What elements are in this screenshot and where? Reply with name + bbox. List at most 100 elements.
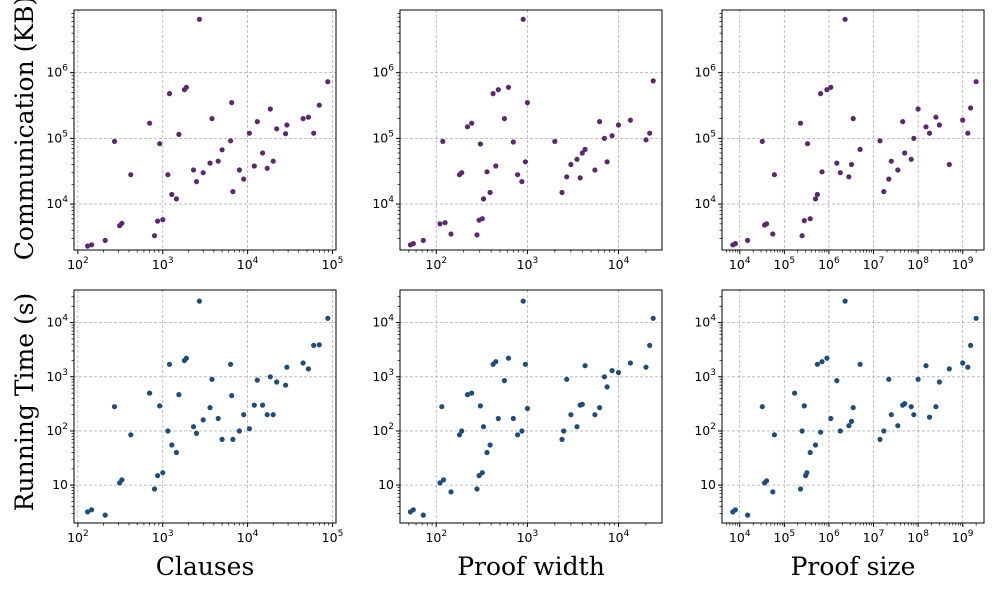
- data-point: [579, 401, 585, 407]
- x-tick-label: 102: [425, 529, 447, 545]
- data-point: [230, 436, 236, 442]
- y-tick-label: 106: [46, 64, 68, 80]
- data-point: [627, 360, 634, 366]
- data-point: [251, 163, 257, 169]
- data-point: [183, 84, 189, 90]
- plot-frame: [399, 289, 663, 524]
- data-point: [552, 138, 558, 144]
- data-point: [627, 117, 634, 123]
- plot-frame: [73, 289, 337, 524]
- data-point: [155, 218, 161, 224]
- x-tick-label: 104: [729, 529, 751, 545]
- data-point: [850, 116, 856, 122]
- data-point: [490, 91, 496, 97]
- data-point: [597, 119, 603, 125]
- y-tick-label: 10: [700, 477, 716, 492]
- x-tick-label: 105: [774, 256, 796, 272]
- data-point: [440, 138, 446, 144]
- data-point: [505, 355, 512, 361]
- data-point: [923, 363, 929, 369]
- data-point: [577, 175, 583, 181]
- data-point: [119, 477, 125, 483]
- data-point: [274, 126, 280, 132]
- data-point: [895, 167, 901, 173]
- data-point: [464, 392, 471, 398]
- plot-frame: [721, 9, 985, 251]
- y-tick-label: 102: [46, 422, 68, 438]
- data-point: [260, 402, 266, 408]
- data-point: [764, 478, 770, 484]
- data-point: [814, 191, 821, 198]
- data-point: [881, 189, 887, 195]
- data-point: [236, 428, 242, 434]
- data-point: [965, 130, 971, 136]
- data-point: [448, 231, 454, 237]
- data-point: [459, 170, 465, 176]
- y-tick-label: 102: [694, 422, 716, 438]
- data-point: [886, 176, 892, 182]
- data-point: [604, 159, 610, 165]
- data-point: [561, 428, 567, 434]
- data-point: [215, 158, 221, 164]
- data-point: [479, 216, 485, 222]
- data-point: [824, 87, 830, 93]
- data-point: [209, 376, 215, 382]
- data-point: [877, 138, 883, 144]
- data-point: [568, 412, 574, 418]
- data-point: [732, 241, 739, 247]
- data-point: [564, 174, 570, 180]
- data-point: [147, 120, 153, 126]
- data-point: [89, 242, 95, 248]
- x-tick-label: 106: [818, 529, 840, 545]
- data-point: [968, 105, 974, 111]
- plot-time-size: 104 105 106 107 108 109 10 102 103 104: [694, 289, 985, 545]
- data-point: [520, 16, 526, 22]
- data-point: [818, 429, 824, 435]
- data-point: [828, 415, 834, 422]
- y-axis-label-communication: Communication (KB): [10, 0, 39, 260]
- data-point: [200, 417, 206, 423]
- data-point: [111, 404, 118, 410]
- data-point: [888, 158, 894, 164]
- y-tick-label: 104: [372, 195, 394, 211]
- data-point: [85, 509, 91, 515]
- data-point: [420, 512, 426, 518]
- data-point: [190, 424, 197, 430]
- x-tick-label: 102: [67, 529, 89, 545]
- data-point: [166, 361, 173, 367]
- data-point: [193, 179, 200, 185]
- data-point: [960, 360, 966, 366]
- data-point: [196, 298, 202, 304]
- data-point: [410, 241, 416, 247]
- data-point: [842, 16, 848, 22]
- x-tick-label: 107: [863, 256, 885, 272]
- data-point: [410, 507, 416, 513]
- data-point: [176, 392, 182, 398]
- data-point: [300, 116, 306, 122]
- data-point: [888, 412, 894, 418]
- data-point: [487, 442, 493, 448]
- y-tick-label: 104: [372, 314, 394, 330]
- data-point: [219, 147, 225, 153]
- data-point: [946, 366, 952, 372]
- data-point: [650, 78, 656, 84]
- data-point: [316, 342, 322, 348]
- y-tick-label: 10: [378, 477, 394, 492]
- data-point: [857, 361, 863, 367]
- data-point: [643, 364, 649, 370]
- data-point: [915, 106, 921, 112]
- x-tick-label: 104: [608, 529, 630, 545]
- data-point: [448, 489, 454, 495]
- data-point: [965, 364, 971, 370]
- data-point: [493, 163, 499, 169]
- data-point: [246, 426, 252, 432]
- data-point: [933, 404, 939, 410]
- y-tick-label: 10: [52, 477, 68, 492]
- plot-frame: [721, 289, 985, 524]
- data-point: [510, 139, 516, 145]
- data-point: [759, 138, 765, 144]
- data-point: [807, 216, 813, 222]
- data-point: [241, 412, 247, 418]
- data-point: [837, 170, 843, 176]
- data-point: [480, 424, 487, 430]
